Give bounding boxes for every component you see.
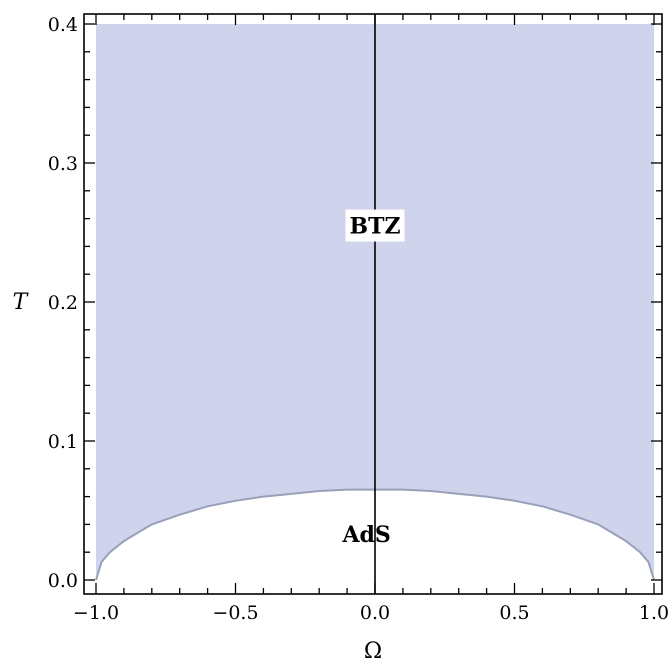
x-tick-label: 1.0: [639, 602, 669, 624]
y-axis-label: T: [13, 290, 30, 315]
plot-frame: [83, 13, 663, 595]
x-tick-label: 0.0: [360, 602, 390, 624]
y-tick-label: 0.2: [48, 292, 78, 314]
y-tick-label: 0.1: [48, 431, 78, 453]
x-axis-label: Ω: [364, 639, 382, 664]
region-label-background: [345, 209, 405, 242]
y-tick-label: 0.4: [48, 14, 78, 36]
region-label-btz: BTZ: [349, 214, 400, 240]
y-tick-label: 0.3: [48, 153, 78, 175]
y-tick-label: 0.0: [48, 570, 78, 592]
region-label-ads: AdS: [341, 522, 390, 548]
x-tick-label: −1.0: [73, 602, 119, 624]
x-tick-label: 0.5: [499, 602, 529, 624]
x-tick-label: −0.5: [212, 602, 258, 624]
